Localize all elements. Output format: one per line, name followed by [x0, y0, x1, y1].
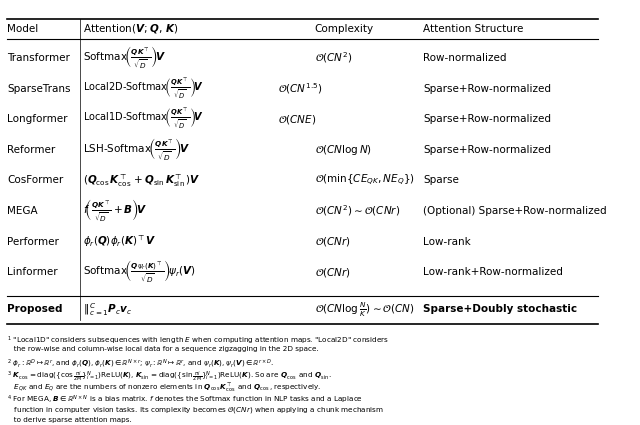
Text: Reformer: Reformer [8, 145, 56, 155]
Text: $\mathrm{Local1D\text{-}Softmax}\!\left(\frac{\boldsymbol{Q}\boldsymbol{K}^\top}: $\mathrm{Local1D\text{-}Softmax}\!\left(… [83, 107, 204, 131]
Text: $\mathcal{O}(CN\log\frac{N}{K})\sim\mathcal{O}(CN)$: $\mathcal{O}(CN\log\frac{N}{K})\sim\math… [315, 300, 414, 319]
Text: $^2$ $\phi_r: \mathbb{R}^D \mapsto \mathbb{R}^r$, and $\phi_r(\boldsymbol{Q}),\p: $^2$ $\phi_r: \mathbb{R}^D \mapsto \math… [8, 358, 275, 371]
Text: $\mathcal{O}(CNE)$: $\mathcal{O}(CNE)$ [278, 113, 317, 126]
Text: $f\!\left(\frac{\boldsymbol{Q}\boldsymbol{K}^\top}{\sqrt{D}}+\boldsymbol{B}\righ: $f\!\left(\frac{\boldsymbol{Q}\boldsymbo… [83, 198, 147, 224]
Text: $^1$ "Local1D" considers subsequences with length $E$ when computing attention m: $^1$ "Local1D" considers subsequences wi… [8, 334, 389, 347]
Text: Low-rank: Low-rank [423, 237, 471, 246]
Text: $\mathcal{O}(CN\log N)$: $\mathcal{O}(CN\log N)$ [315, 143, 372, 157]
Text: Sparse+Doubly stochastic: Sparse+Doubly stochastic [423, 304, 577, 314]
Text: function in computer vision tasks. Its complexity becomes $\mathcal{O}(CNr)$ whe: function in computer vision tasks. Its c… [8, 405, 385, 415]
Text: $\phi_r(\boldsymbol{Q})\phi_r(\boldsymbol{K})^\top\boldsymbol{V}$: $\phi_r(\boldsymbol{Q})\phi_r(\boldsymbo… [83, 234, 156, 249]
Text: Attention($\boldsymbol{V}$; $\boldsymbol{Q}$, $\boldsymbol{K}$): Attention($\boldsymbol{V}$; $\boldsymbol… [83, 22, 178, 35]
Text: (Optional) Sparse+Row-normalized: (Optional) Sparse+Row-normalized [423, 206, 607, 216]
Text: $\mathcal{O}(CN^2)\sim\mathcal{O}(CNr)$: $\mathcal{O}(CN^2)\sim\mathcal{O}(CNr)$ [315, 204, 400, 218]
Text: $E_{QK}$ and $E_Q$ are the numbers of nonzero elements in $\boldsymbol{Q}_{\cos}: $E_{QK}$ and $E_Q$ are the numbers of no… [8, 382, 322, 394]
Text: to derive sparse attention maps.: to derive sparse attention maps. [8, 417, 132, 423]
Text: $^4$ For MEGA, $\boldsymbol{B} \in \mathbb{R}^{N\times N}$ is a bias matrix. $f$: $^4$ For MEGA, $\boldsymbol{B} \in \math… [8, 393, 364, 405]
Text: Proposed: Proposed [8, 304, 63, 314]
Text: the row-wise and column-wise local data for a sequence zigzagging in the 2D spac: the row-wise and column-wise local data … [8, 346, 319, 352]
Text: $\mathcal{O}(CNr)$: $\mathcal{O}(CNr)$ [315, 235, 351, 248]
Text: $\mathrm{Softmax}\!\left(\frac{\boldsymbol{Q}\boldsymbol{K}^\top}{\sqrt{D}}\righ: $\mathrm{Softmax}\!\left(\frac{\boldsymb… [83, 45, 166, 71]
Text: $\mathcal{O}(CNr)$: $\mathcal{O}(CNr)$ [315, 266, 351, 279]
Text: Row-normalized: Row-normalized [423, 53, 507, 63]
Text: SparseTrans: SparseTrans [8, 84, 71, 94]
Text: Longformer: Longformer [8, 114, 68, 124]
Text: $\mathcal{O}(CN^{1.5})$: $\mathcal{O}(CN^{1.5})$ [278, 81, 323, 96]
Text: $\mathcal{O}(\min\{CE_{QK}, NE_Q\})$: $\mathcal{O}(\min\{CE_{QK}, NE_Q\})$ [315, 173, 415, 188]
Text: Sparse: Sparse [423, 176, 459, 185]
Text: $\mathrm{LSH\text{-}Softmax}\!\left(\frac{\boldsymbol{Q}\boldsymbol{K}^\top}{\sq: $\mathrm{LSH\text{-}Softmax}\!\left(\fra… [83, 136, 190, 163]
Text: Linformer: Linformer [8, 267, 58, 277]
Text: Transformer: Transformer [8, 53, 70, 63]
Text: Attention Structure: Attention Structure [423, 24, 524, 34]
Text: $\|\,{}_{c=1}^{C}\boldsymbol{P}_c\boldsymbol{v}_c$: $\|\,{}_{c=1}^{C}\boldsymbol{P}_c\boldsy… [83, 301, 132, 318]
Text: Sparse+Row-normalized: Sparse+Row-normalized [423, 84, 551, 94]
Text: CosFormer: CosFormer [8, 176, 63, 185]
Text: Sparse+Row-normalized: Sparse+Row-normalized [423, 114, 551, 124]
Text: Model: Model [8, 24, 38, 34]
Text: $^3$ $\boldsymbol{K}_{\cos} = \mathrm{diag}(\{\cos\frac{\pi i}{2M}\}_{i=1}^N)\ma: $^3$ $\boldsymbol{K}_{\cos} = \mathrm{di… [8, 370, 333, 384]
Text: Complexity: Complexity [315, 24, 374, 34]
Text: MEGA: MEGA [8, 206, 38, 216]
Text: $\mathrm{Local2D\text{-}Softmax}\!\left(\frac{\boldsymbol{Q}\boldsymbol{K}^\top}: $\mathrm{Local2D\text{-}Softmax}\!\left(… [83, 76, 204, 101]
Text: Performer: Performer [8, 237, 60, 246]
Text: $\mathrm{Softmax}\!\left(\frac{\boldsymbol{Q}\psi_r(\boldsymbol{K})^\top}{\sqrt{: $\mathrm{Softmax}\!\left(\frac{\boldsymb… [83, 259, 195, 286]
Text: $\mathcal{O}(CN^2)$: $\mathcal{O}(CN^2)$ [315, 51, 352, 65]
Text: Sparse+Row-normalized: Sparse+Row-normalized [423, 145, 551, 155]
Text: Low-rank+Row-normalized: Low-rank+Row-normalized [423, 267, 563, 277]
Text: $(\boldsymbol{Q}_{\cos}\boldsymbol{K}_{\cos}^\top+\boldsymbol{Q}_{\sin}\boldsymb: $(\boldsymbol{Q}_{\cos}\boldsymbol{K}_{\… [83, 172, 200, 189]
